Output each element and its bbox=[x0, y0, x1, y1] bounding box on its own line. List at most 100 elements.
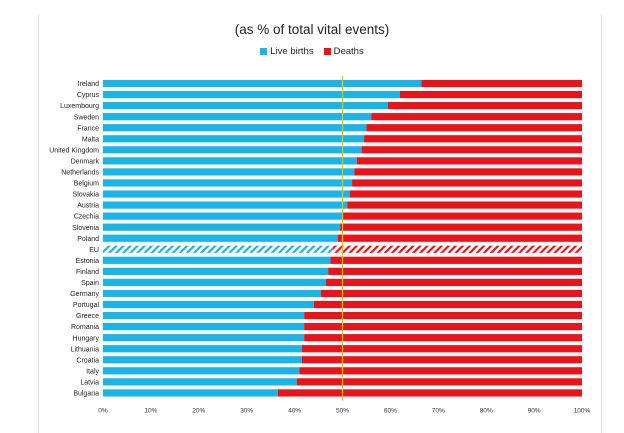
bar-finland-deaths bbox=[328, 267, 582, 275]
bar-united-kingdom-deaths bbox=[361, 146, 582, 154]
bar-spain-deaths bbox=[325, 278, 582, 287]
chart-frame bbox=[38, 15, 602, 433]
bar-cyprus-live-births bbox=[103, 90, 400, 99]
bar-bulgaria-live-births bbox=[103, 389, 278, 397]
bar-belgium-live-births bbox=[103, 179, 353, 187]
bar-croatia-live-births bbox=[103, 356, 302, 364]
bar-hungary-live-births bbox=[103, 334, 305, 342]
x-tick-label: 0% bbox=[98, 407, 108, 414]
category-label-slovakia: Slovakia bbox=[73, 192, 100, 199]
legend-label-live-births: Live births bbox=[270, 46, 314, 57]
x-tick-label: 90% bbox=[528, 407, 541, 414]
category-label-denmark: Denmark bbox=[71, 158, 100, 165]
bar-slovakia-live-births bbox=[103, 190, 350, 198]
legend-swatch-live-births bbox=[260, 48, 268, 55]
category-label-luxembourg: Luxembourg bbox=[60, 103, 99, 110]
x-tick-label: 10% bbox=[144, 407, 157, 414]
category-label-sweden: Sweden bbox=[74, 114, 99, 121]
category-label-bulgaria: Bulgaria bbox=[73, 391, 99, 398]
bar-austria-live-births bbox=[103, 201, 348, 209]
bar-bulgaria-deaths bbox=[277, 389, 582, 397]
bar-france-deaths bbox=[366, 124, 582, 132]
category-label-germany: Germany bbox=[70, 291, 99, 298]
bar-denmark-live-births bbox=[103, 157, 357, 165]
category-label-croatia: Croatia bbox=[76, 357, 99, 364]
category-label-poland: Poland bbox=[77, 236, 99, 243]
x-tick-label: 50% bbox=[336, 407, 349, 414]
bar-france-live-births bbox=[103, 124, 367, 132]
x-tick-label: 70% bbox=[432, 407, 445, 414]
category-label-malta: Malta bbox=[82, 136, 99, 143]
bar-slovenia-live-births bbox=[103, 223, 341, 231]
bar-estonia-live-births bbox=[103, 256, 331, 264]
category-label-cyprus: Cyprus bbox=[77, 92, 100, 99]
category-label-austria: Austria bbox=[77, 203, 99, 210]
legend-item-live-births: Live births bbox=[260, 46, 314, 57]
bar-group bbox=[103, 79, 582, 397]
bar-luxembourg-deaths bbox=[388, 102, 582, 110]
bar-netherlands-live-births bbox=[103, 168, 355, 176]
category-label-ireland: Ireland bbox=[78, 81, 100, 88]
bar-romania-live-births bbox=[103, 323, 305, 331]
bar-germany-deaths bbox=[320, 289, 582, 298]
category-label-spain: Spain bbox=[81, 280, 99, 287]
bar-hungary-deaths bbox=[304, 334, 582, 342]
bar-slovakia-deaths bbox=[349, 190, 582, 198]
bar-estonia-deaths bbox=[330, 256, 582, 264]
bar-croatia-deaths bbox=[301, 356, 582, 364]
legend-swatch-deaths bbox=[323, 48, 331, 55]
category-label-finland: Finland bbox=[76, 269, 99, 276]
x-tick-label: 30% bbox=[240, 407, 253, 414]
category-label-lithuania: Lithuania bbox=[71, 346, 100, 353]
bar-lithuania-deaths bbox=[301, 345, 582, 353]
category-label-united-kingdom: United Kingdom bbox=[49, 147, 99, 154]
bar-luxembourg-live-births bbox=[103, 102, 389, 110]
chart-title: (as % of total vital events) bbox=[234, 22, 390, 37]
bar-spain-live-births bbox=[103, 278, 326, 287]
bar-malta-live-births bbox=[103, 135, 365, 143]
category-label-italy: Italy bbox=[86, 368, 99, 375]
x-axis-tick-labels: 0% 10% 20% 30% 40% 50% 60% 70% 80% 90% 100% bbox=[98, 407, 590, 414]
bar-denmark-deaths bbox=[356, 157, 582, 165]
bar-malta-deaths bbox=[364, 135, 582, 143]
bar-romania-deaths bbox=[304, 323, 582, 331]
bar-eu-live-births bbox=[103, 245, 333, 253]
bar-italy-deaths bbox=[299, 367, 582, 375]
bar-ireland-live-births bbox=[103, 79, 422, 88]
bar-sweden-live-births bbox=[103, 113, 372, 121]
bar-poland-deaths bbox=[337, 234, 582, 242]
category-label-hungary: Hungary bbox=[73, 335, 100, 342]
bar-portugal-live-births bbox=[103, 300, 314, 309]
category-label-france: France bbox=[77, 125, 99, 132]
x-tick-label: 40% bbox=[288, 407, 301, 414]
category-label-slovenia: Slovenia bbox=[72, 225, 99, 232]
bar-eu-deaths bbox=[332, 245, 582, 253]
bar-belgium-deaths bbox=[352, 179, 582, 187]
bar-latvia-live-births bbox=[103, 378, 297, 386]
category-label-estonia: Estonia bbox=[76, 258, 99, 265]
category-label-romania: Romania bbox=[71, 324, 99, 331]
category-labels: Ireland Cyprus Luxembourg Sweden France Malta… bbox=[49, 81, 99, 397]
chart-legend: Live births Deaths bbox=[0, 46, 624, 57]
category-label-czechia: Czechia bbox=[74, 214, 99, 221]
bar-greece-live-births bbox=[103, 311, 305, 320]
category-label-belgium: Belgium bbox=[74, 181, 99, 188]
x-tick-label: 60% bbox=[384, 407, 397, 414]
bar-ireland-deaths bbox=[421, 79, 582, 88]
bar-slovenia-deaths bbox=[340, 223, 582, 231]
category-label-greece: Greece bbox=[76, 313, 99, 320]
category-label-eu: EU bbox=[89, 247, 99, 254]
bar-united-kingdom-live-births bbox=[103, 146, 362, 154]
x-tick-label: 20% bbox=[192, 407, 205, 414]
bar-cyprus-deaths bbox=[399, 90, 582, 99]
bar-austria-deaths bbox=[347, 201, 582, 209]
category-label-latvia: Latvia bbox=[80, 379, 99, 386]
bar-sweden-deaths bbox=[371, 113, 582, 121]
bar-netherlands-deaths bbox=[354, 168, 582, 176]
legend-item-deaths: Deaths bbox=[323, 46, 364, 57]
x-tick-label: 100% bbox=[574, 407, 591, 414]
bar-italy-live-births bbox=[103, 367, 300, 375]
bar-greece-deaths bbox=[304, 311, 582, 320]
bar-lithuania-live-births bbox=[103, 345, 302, 353]
